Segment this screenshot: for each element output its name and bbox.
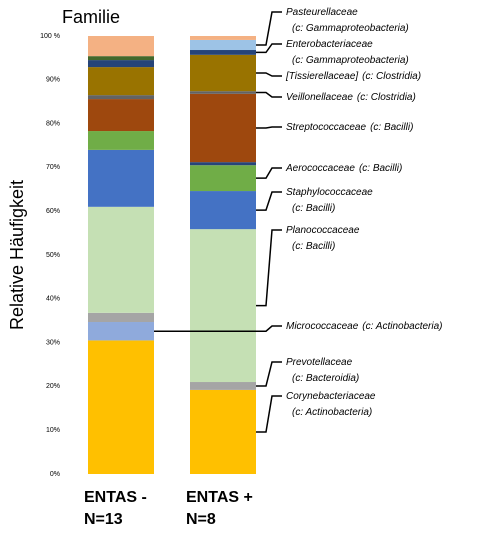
bar-segment bbox=[88, 312, 154, 323]
y-tick-label: 100 % bbox=[40, 33, 60, 40]
leader-line bbox=[256, 167, 282, 179]
annotation-class: (c: Bacteroidia) bbox=[292, 373, 359, 384]
annotation: Prevotellaceae (c: Bacteroidia) bbox=[286, 357, 359, 384]
bar-segment bbox=[190, 191, 256, 230]
annotation-class: (c: Gammaproteobacteria) bbox=[292, 55, 409, 66]
annotation-class: (c: Bacilli) bbox=[292, 203, 335, 214]
annotation: Veillonellaceae (c: Clostridia) bbox=[286, 92, 416, 103]
y-tick-label: 0% bbox=[50, 471, 60, 478]
y-tick-label: 70% bbox=[46, 164, 60, 171]
bar-segment bbox=[190, 91, 256, 94]
y-tick-label: 30% bbox=[46, 339, 60, 346]
bar-segment bbox=[190, 165, 256, 192]
bar-segment bbox=[190, 50, 256, 55]
annotation-name: Staphylococcaceae bbox=[286, 187, 373, 198]
annotation: Staphylococcaceae (c: Bacilli) bbox=[286, 187, 373, 214]
y-tick-label: 40% bbox=[46, 296, 60, 303]
annotation-name: Streptococcaceae bbox=[286, 122, 366, 133]
leader-line bbox=[256, 395, 282, 433]
bar-segment bbox=[88, 340, 154, 474]
leader-line bbox=[154, 325, 282, 332]
annotation: Enterobacteriaceae (c: Gammaproteobacteri… bbox=[286, 39, 409, 66]
leader-line bbox=[256, 229, 282, 307]
x-tick-label: ENTAS + N=8 bbox=[186, 489, 253, 528]
leader-line bbox=[256, 361, 282, 387]
annotation: Aerococcaceae (c: Bacilli) bbox=[285, 163, 402, 174]
annotation-name: Planococcaceae bbox=[286, 225, 360, 236]
bar-segment bbox=[88, 206, 154, 313]
annotation-class: (c: Bacilli) bbox=[292, 241, 335, 252]
bar-segment bbox=[190, 93, 256, 163]
annotation-class: (c: Actinobacteria) bbox=[362, 321, 442, 332]
bar-segment bbox=[190, 36, 256, 40]
bar-segment bbox=[190, 229, 256, 383]
annotation-name: Aerococcaceae bbox=[285, 163, 355, 174]
annotation: Corynebacteriaceae (c: Actinobacteria) bbox=[286, 391, 376, 418]
bar-segment bbox=[190, 389, 256, 474]
bar-segment bbox=[88, 56, 154, 61]
x-tick-label: ENTAS -N=13 bbox=[84, 489, 147, 528]
annotation: Streptococcaceae (c: Bacilli) bbox=[286, 122, 413, 133]
bar-segment bbox=[190, 54, 256, 92]
bar-segment bbox=[88, 95, 154, 100]
annotation-name: Pasteurellaceae bbox=[286, 7, 358, 18]
annotation-class: (c: Clostridia) bbox=[357, 92, 416, 103]
annotation-class: (c: Bacilli) bbox=[370, 122, 413, 133]
annotation-class: (c: Clostridia) bbox=[362, 71, 421, 82]
leader-line bbox=[256, 11, 282, 46]
annotation-class: (c: Actinobacteria) bbox=[292, 407, 372, 418]
bar-segment bbox=[88, 60, 154, 68]
leader-line bbox=[256, 126, 282, 129]
y-tick-label: 90% bbox=[46, 77, 60, 84]
annotation-name: Corynebacteriaceae bbox=[286, 391, 376, 402]
bar-segment bbox=[88, 131, 154, 150]
bar-segment bbox=[88, 322, 154, 341]
annotation-class: (c: Bacilli) bbox=[359, 163, 402, 174]
annotation: Micrococcaceae (c: Actinobacteria) bbox=[286, 321, 442, 332]
leader-line bbox=[256, 191, 282, 211]
leader-line bbox=[256, 91, 282, 98]
leader-line bbox=[256, 43, 282, 54]
y-tick-label: 80% bbox=[46, 120, 60, 127]
leader-line bbox=[256, 72, 282, 77]
chart-title: Familie bbox=[62, 7, 120, 27]
annotation-name: [Tissierellaceae] bbox=[285, 71, 358, 82]
bar-segment bbox=[190, 39, 256, 51]
y-tick-label: 60% bbox=[46, 208, 60, 215]
annotation-name: Prevotellaceae bbox=[286, 357, 353, 368]
annotation-class: (c: Gammaproteobacteria) bbox=[292, 23, 409, 34]
annotation: Pasteurellaceae (c: Gammaproteobacteria) bbox=[286, 7, 409, 34]
y-tick-label: 10% bbox=[46, 427, 60, 434]
annotation-name: Enterobacteriaceae bbox=[286, 39, 373, 50]
annotation: Planococcaceae (c: Bacilli) bbox=[286, 225, 360, 252]
annotation: [Tissierellaceae] (c: Clostridia) bbox=[285, 71, 421, 82]
bar-segment bbox=[88, 36, 154, 57]
annotation-name: Micrococcaceae bbox=[286, 321, 359, 332]
bar-segment bbox=[88, 67, 154, 96]
bar-segment bbox=[88, 99, 154, 132]
bar-segment bbox=[190, 382, 256, 390]
bar-segment bbox=[88, 149, 154, 207]
y-tick-label: 20% bbox=[46, 383, 60, 390]
bar-segment bbox=[190, 162, 256, 166]
annotation-name: Veillonellaceae bbox=[286, 92, 353, 103]
y-tick-label: 50% bbox=[46, 252, 60, 259]
y-axis-label: Relative Häufigkeit bbox=[7, 180, 27, 330]
